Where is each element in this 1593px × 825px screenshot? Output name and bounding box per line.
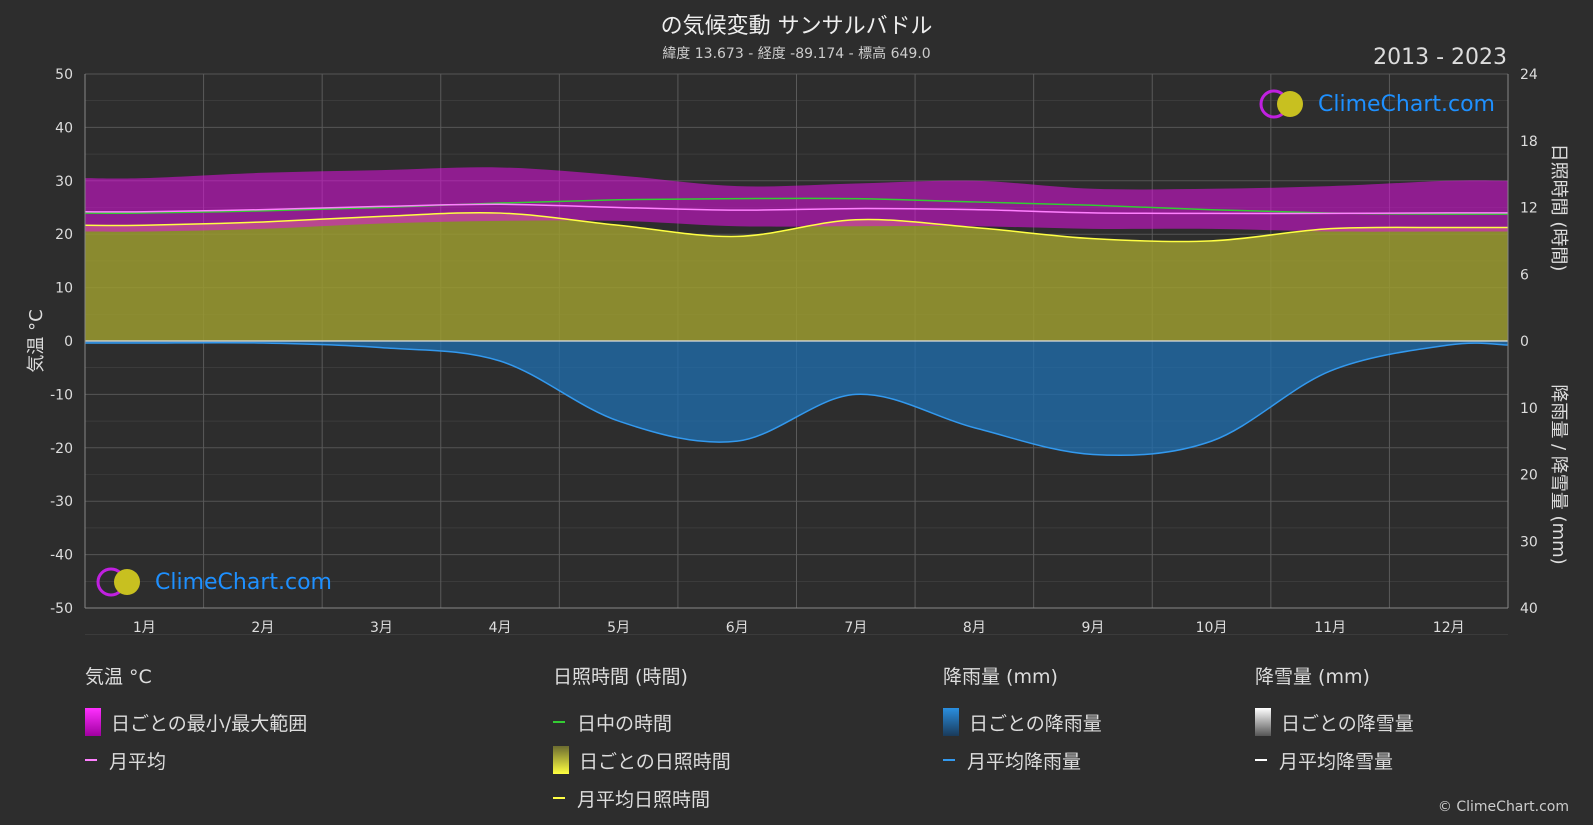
x-tick-label: 11月 <box>1314 620 1346 636</box>
y-right-precip-tick-label: 10 <box>1520 401 1538 417</box>
sunshine-swatch <box>553 746 569 774</box>
logo-icon <box>1259 89 1303 119</box>
copyright: © ClimeChart.com <box>1437 799 1569 815</box>
legend-label: 月平均降雪量 <box>1279 750 1394 773</box>
legend-label: 月平均日照時間 <box>577 788 711 811</box>
sunshine-avg-line <box>84 211 1509 243</box>
y-left-tick-label: -30 <box>50 494 73 510</box>
y-left-tick-label: 10 <box>55 281 73 297</box>
legend-item: 月平均降雪量 <box>1255 741 1414 779</box>
rain-avg-swatch <box>943 759 955 761</box>
y-left-tick-label: 30 <box>55 174 73 190</box>
legend-temp-header: 気温 °C <box>85 666 152 688</box>
y-left-axis-label: 気温 °C <box>26 309 47 372</box>
legend-snow-header: 降雪量 (mm) <box>1255 666 1370 688</box>
y-right-sun-tick-label: 6 <box>1520 267 1529 283</box>
x-tick-label: 6月 <box>726 620 749 636</box>
legend-label: 月平均 <box>109 750 167 773</box>
y-right-sun-axis-label: 日照時間 (時間) <box>1548 144 1569 272</box>
legend-temp: 気温 °C 日ごとの最小/最大範囲 月平均 <box>85 662 307 779</box>
snow-avg-swatch <box>1255 759 1267 761</box>
legend-label: 日ごとの日照時間 <box>579 750 731 773</box>
x-tick-label: 3月 <box>370 620 393 636</box>
x-tick-label: 9月 <box>1081 620 1104 636</box>
temp-range-band <box>85 167 1508 232</box>
y-right-precip-tick-label: 30 <box>1520 534 1538 550</box>
legend-rain: 降雨量 (mm) 日ごとの降雨量 月平均降雨量 <box>943 662 1102 779</box>
legend-snow: 降雪量 (mm) 日ごとの降雪量 月平均降雪量 <box>1255 662 1414 779</box>
legend-item: 日ごとの降雨量 <box>943 703 1102 741</box>
y-left-tick-label: 0 <box>64 334 73 350</box>
legend-label: 日ごとの降雪量 <box>1281 712 1414 735</box>
x-tick-label: 5月 <box>607 620 630 636</box>
temp-range-swatch <box>85 708 101 736</box>
y-left-tick-label: -10 <box>50 387 73 403</box>
legend-item: 月平均降雨量 <box>943 741 1102 779</box>
rain-area <box>85 341 1508 456</box>
legend-label: 日ごとの最小/最大範囲 <box>111 712 308 735</box>
snow-swatch <box>1255 708 1271 736</box>
y-right-sun-tick-label: 12 <box>1520 201 1538 217</box>
legend-rain-header: 降雨量 (mm) <box>943 666 1058 688</box>
y-left-tick-label: 40 <box>55 120 73 136</box>
sunshine-avg-swatch <box>553 797 565 799</box>
x-tick-label: 1月 <box>133 620 156 636</box>
daylight-swatch <box>553 721 565 723</box>
rain-swatch <box>943 708 959 736</box>
y-left-tick-label: 50 <box>55 67 73 83</box>
legend-label: 月平均降雨量 <box>967 750 1082 773</box>
legend-label: 日ごとの降雨量 <box>969 712 1102 735</box>
year-range: 2013 - 2023 <box>1373 45 1507 70</box>
y-right-precip-tick-label: 40 <box>1520 601 1538 617</box>
y-right-precip-tick-label: 20 <box>1520 468 1538 484</box>
x-tick-label: 2月 <box>251 620 274 636</box>
sunshine-area <box>85 212 1508 341</box>
chart-title: の気候変動 サンサルバドル <box>660 14 933 39</box>
legend-item: 日ごとの降雪量 <box>1255 703 1414 741</box>
x-tick-label: 12月 <box>1433 620 1465 636</box>
temp-avg-swatch <box>85 759 97 761</box>
legend-item: 日ごとの日照時間 <box>553 741 731 779</box>
logo-bottom: ClimeChart.com <box>95 566 332 598</box>
y-right-sun-tick-label: 0 <box>1520 334 1529 350</box>
daylight-line <box>84 197 1509 216</box>
logo-top: ClimeChart.com <box>1258 88 1495 120</box>
rain-avg-line <box>85 341 1509 457</box>
y-right-precip-axis-label: 降雨量 / 降雪量 (mm) <box>1548 384 1569 564</box>
legend-item: 月平均日照時間 <box>553 779 731 817</box>
y-left-tick-label: -40 <box>50 548 73 564</box>
legend-sun: 日照時間 (時間) 日中の時間 日ごとの日照時間 月平均日照時間 <box>553 662 731 817</box>
logo-icon <box>96 567 140 597</box>
logo-text: ClimeChart.com <box>1318 91 1495 117</box>
climate-chart: 50 40 30 20 10 0 -10 -20 -30 -40 -50 24 18 12 6 0 10 20 30… <box>26 67 1569 636</box>
x-tick-label: 7月 <box>844 620 867 636</box>
chart-subtitle: 緯度 13.673 - 経度 -89.174 - 標高 649.0 <box>662 46 931 62</box>
legend-sun-header: 日照時間 (時間) <box>553 666 688 688</box>
x-tick-label: 8月 <box>963 620 986 636</box>
temp-avg-line <box>84 203 1509 215</box>
y-left-tick-label: -20 <box>50 441 73 457</box>
y-left-tick-label: 20 <box>55 227 73 243</box>
legend-item: 日中の時間 <box>553 703 731 741</box>
x-tick-label: 10月 <box>1196 620 1228 636</box>
y-left-tick-label: -50 <box>50 601 73 617</box>
y-right-sun-tick-label: 24 <box>1520 67 1538 83</box>
legend-item: 月平均 <box>85 741 307 779</box>
y-right-sun-tick-label: 18 <box>1520 134 1538 150</box>
legend-label: 日中の時間 <box>577 712 673 735</box>
logo-text: ClimeChart.com <box>155 569 332 595</box>
legend-item: 日ごとの最小/最大範囲 <box>85 703 307 741</box>
x-tick-label: 4月 <box>489 620 512 636</box>
